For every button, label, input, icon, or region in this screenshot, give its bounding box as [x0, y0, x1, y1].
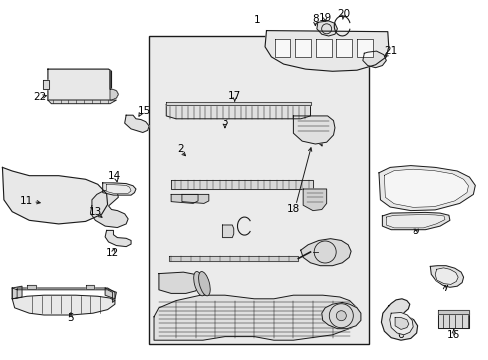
Bar — [149, 36, 368, 344]
Text: 2: 2 — [177, 144, 184, 154]
Polygon shape — [434, 268, 457, 284]
Polygon shape — [124, 115, 149, 132]
Polygon shape — [154, 295, 359, 340]
Text: 7: 7 — [441, 283, 447, 293]
Polygon shape — [386, 215, 444, 228]
Text: 11: 11 — [20, 196, 34, 206]
Polygon shape — [381, 299, 417, 340]
Text: 18: 18 — [286, 204, 300, 214]
Text: 4: 4 — [314, 135, 321, 145]
Polygon shape — [110, 70, 118, 100]
Polygon shape — [274, 39, 290, 57]
Polygon shape — [362, 51, 386, 68]
Text: 22: 22 — [33, 92, 47, 102]
Text: 1: 1 — [253, 15, 260, 25]
Text: 15: 15 — [137, 106, 151, 116]
Text: 5: 5 — [67, 313, 74, 323]
Polygon shape — [264, 31, 388, 71]
Polygon shape — [295, 39, 310, 57]
Text: 9: 9 — [411, 226, 418, 237]
Polygon shape — [300, 239, 350, 266]
Polygon shape — [437, 310, 468, 314]
Polygon shape — [303, 189, 326, 211]
Polygon shape — [222, 225, 233, 238]
Text: 19: 19 — [318, 13, 331, 23]
Text: 10: 10 — [423, 186, 436, 196]
Polygon shape — [394, 318, 408, 329]
Text: 17: 17 — [227, 91, 241, 102]
Polygon shape — [48, 69, 118, 100]
Polygon shape — [12, 295, 115, 315]
Text: 6: 6 — [397, 330, 404, 340]
Polygon shape — [171, 194, 198, 203]
Polygon shape — [378, 166, 474, 211]
Polygon shape — [316, 21, 337, 36]
Polygon shape — [437, 313, 468, 328]
Text: 13: 13 — [88, 207, 102, 217]
Text: 3: 3 — [221, 117, 228, 127]
Text: 21: 21 — [384, 46, 397, 56]
Text: 14: 14 — [108, 171, 122, 181]
Polygon shape — [166, 104, 310, 119]
Text: 8: 8 — [311, 14, 318, 24]
Polygon shape — [293, 116, 334, 144]
Circle shape — [336, 311, 346, 321]
Ellipse shape — [193, 271, 205, 296]
Polygon shape — [105, 288, 116, 299]
Text: 12: 12 — [105, 248, 119, 258]
Polygon shape — [168, 256, 298, 261]
Polygon shape — [106, 184, 131, 193]
Polygon shape — [336, 39, 351, 57]
Text: 20: 20 — [337, 9, 349, 19]
Polygon shape — [27, 285, 36, 289]
Polygon shape — [2, 167, 107, 224]
Polygon shape — [48, 100, 116, 104]
Polygon shape — [90, 190, 128, 228]
Polygon shape — [429, 266, 463, 287]
Polygon shape — [12, 288, 115, 302]
Polygon shape — [105, 230, 131, 247]
Text: 16: 16 — [446, 330, 460, 340]
Ellipse shape — [198, 271, 210, 296]
Polygon shape — [166, 102, 310, 105]
Polygon shape — [159, 272, 199, 293]
Polygon shape — [102, 183, 136, 195]
Polygon shape — [171, 180, 312, 189]
Polygon shape — [321, 302, 360, 329]
Polygon shape — [12, 286, 22, 299]
Polygon shape — [389, 312, 412, 335]
Polygon shape — [315, 39, 331, 57]
Polygon shape — [43, 80, 49, 89]
Polygon shape — [85, 285, 94, 289]
Polygon shape — [356, 39, 372, 57]
Polygon shape — [384, 169, 468, 207]
Polygon shape — [382, 212, 449, 230]
Polygon shape — [182, 194, 208, 203]
